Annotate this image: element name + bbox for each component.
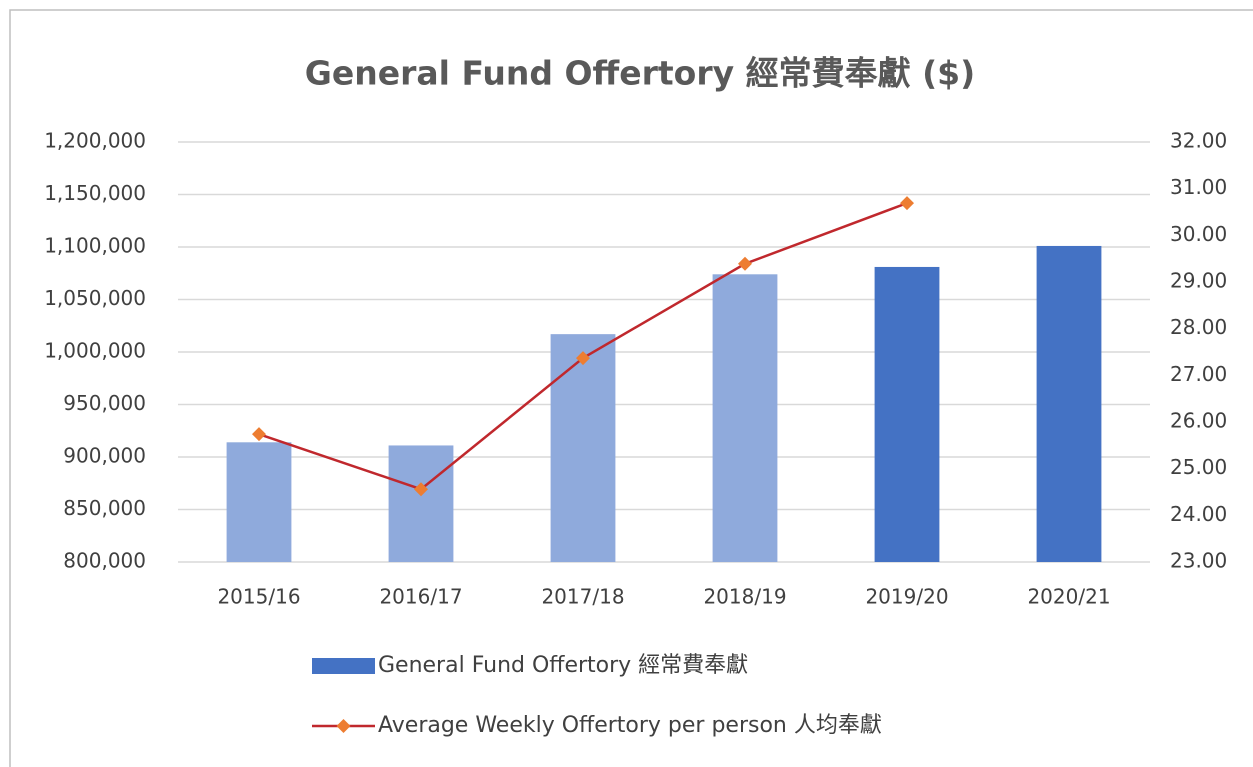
y-tick-label: 1,200,000: [44, 129, 146, 153]
y2-tick-label: 23.00: [1170, 549, 1227, 573]
y-tick-label: 1,050,000: [44, 286, 146, 310]
chart-title: General Fund Offertory 經常費奉獻 ($): [305, 54, 975, 93]
x-tick-label: 2020/21: [1027, 585, 1110, 609]
marker: [576, 351, 590, 366]
bar: [712, 274, 778, 562]
x-tick-label: 2018/19: [703, 585, 786, 609]
y2-tick-label: 28.00: [1170, 315, 1227, 339]
y-tick-label: 800,000: [63, 549, 146, 573]
bar: [874, 266, 940, 562]
y2-tick-label: 32.00: [1170, 129, 1227, 153]
marker: [738, 256, 752, 271]
marker: [900, 196, 914, 211]
y-tick-label: 950,000: [63, 391, 146, 415]
legend-label: Average Weekly Offertory per person 人均奉獻: [378, 713, 882, 738]
y2-tick-label: 24.00: [1170, 502, 1227, 526]
y2-tick-label: 29.00: [1170, 269, 1227, 293]
y-tick-label: 1,150,000: [44, 181, 146, 205]
bar: [388, 445, 454, 562]
x-tick-label: 2017/18: [541, 585, 624, 609]
legend-swatch: [312, 658, 375, 674]
bar: [1036, 245, 1102, 562]
y2-tick-label: 26.00: [1170, 409, 1227, 433]
x-tick-label: 2019/20: [865, 585, 948, 609]
legend-marker: [336, 719, 351, 733]
y2-tick-label: 27.00: [1170, 362, 1227, 386]
y-tick-label: 850,000: [63, 496, 146, 520]
y2-tick-label: 30.00: [1170, 222, 1227, 246]
legend-label: General Fund Offertory 經常費奉獻: [378, 653, 748, 678]
y-tick-label: 900,000: [63, 444, 146, 468]
y2-tick-label: 25.00: [1170, 455, 1227, 479]
y-tick-label: 1,100,000: [44, 234, 146, 258]
marker: [414, 482, 428, 497]
y-tick-label: 1,000,000: [44, 339, 146, 363]
bar: [550, 334, 616, 562]
marker: [252, 427, 266, 442]
y2-tick-label: 31.00: [1170, 175, 1227, 199]
x-tick-label: 2016/17: [379, 585, 462, 609]
chart-border: [9, 9, 1253, 767]
bar: [226, 442, 292, 562]
x-tick-label: 2015/16: [217, 585, 300, 609]
